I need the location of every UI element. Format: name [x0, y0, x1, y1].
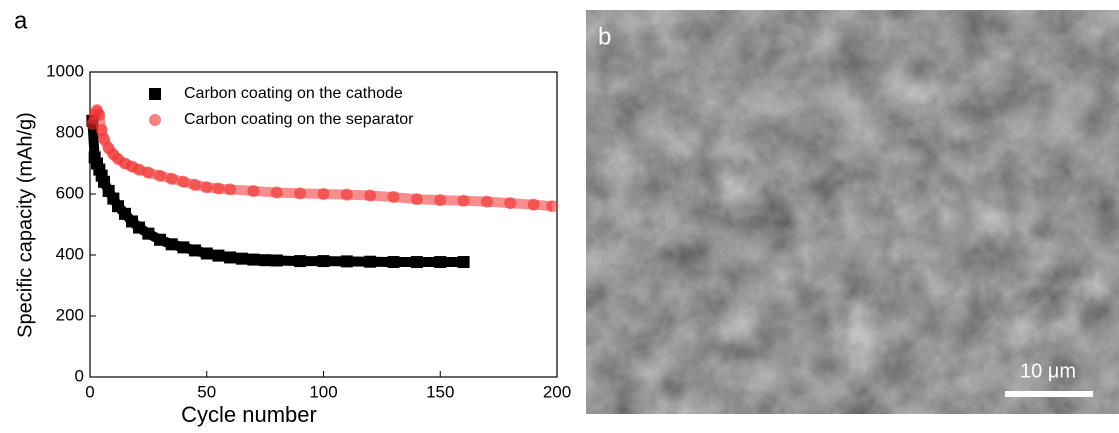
data-point	[235, 252, 248, 265]
data-point	[86, 117, 99, 130]
data-point	[133, 163, 146, 176]
legend-marker	[149, 88, 161, 100]
data-point	[98, 175, 111, 188]
data-point	[189, 244, 202, 257]
data-point	[457, 256, 470, 269]
data-point	[340, 188, 353, 201]
data-point	[98, 133, 111, 146]
image-label: b	[598, 23, 611, 50]
data-point	[270, 254, 283, 267]
x-tick-label: 0	[85, 382, 94, 401]
data-point	[294, 255, 307, 268]
data-point	[434, 256, 447, 269]
data-point	[93, 108, 106, 121]
scale-bar-label: 10 μm	[1020, 360, 1076, 382]
y-tick-label: 1000	[46, 61, 84, 80]
y-tick-label: 0	[75, 366, 84, 385]
data-point	[527, 198, 540, 211]
data-point	[224, 183, 237, 196]
data-point	[410, 193, 423, 206]
panel-label: a	[14, 7, 28, 34]
plot-area: 0 200 400 600 800 1000 0 50 100 150 200 Carbon coat…	[46, 61, 571, 401]
data-point	[212, 249, 225, 262]
data-point	[546, 200, 559, 213]
data-point	[247, 184, 260, 197]
x-tick-label: 200	[543, 382, 571, 401]
data-point	[165, 172, 178, 185]
x-tick-label: 150	[426, 382, 454, 401]
data-point	[480, 195, 493, 208]
data-point	[247, 253, 260, 266]
data-point	[224, 251, 237, 264]
data-point	[259, 254, 272, 267]
scale-bar	[1005, 391, 1093, 397]
x-tick-label: 100	[309, 382, 337, 401]
x-axis-title: Cycle number	[181, 402, 317, 427]
legend-label: Carbon coating on the separator	[184, 111, 414, 128]
data-point	[200, 247, 213, 260]
data-point	[364, 255, 377, 268]
data-point	[200, 181, 213, 194]
data-point	[387, 191, 400, 204]
data-point	[317, 188, 330, 200]
x-tick-label: 50	[197, 382, 216, 401]
data-point	[189, 178, 202, 191]
data-point	[364, 189, 377, 202]
data-point	[457, 194, 470, 207]
data-point	[294, 187, 307, 200]
y-tick-label: 600	[56, 183, 84, 202]
data-point	[434, 194, 447, 207]
data-point	[212, 182, 225, 195]
legend-label: Carbon coating on the cathode	[184, 85, 403, 102]
data-point	[154, 233, 167, 246]
data-point	[317, 255, 330, 268]
data-point	[95, 123, 108, 136]
data-point	[119, 207, 132, 220]
data-point	[410, 256, 423, 269]
y-axis-title: Specific capacity (mAh/g)	[14, 112, 36, 338]
y-tick-label: 200	[56, 305, 84, 324]
data-point	[142, 166, 155, 179]
data-point	[165, 238, 178, 251]
data-point	[504, 197, 517, 210]
data-point	[270, 186, 283, 199]
data-point	[142, 227, 155, 240]
data-point	[340, 255, 353, 268]
data-point	[177, 241, 190, 254]
y-tick-label: 800	[56, 122, 84, 141]
data-point	[133, 221, 146, 234]
data-point	[387, 256, 400, 269]
data-point	[154, 169, 167, 182]
data-point	[177, 175, 190, 188]
legend-marker	[149, 114, 161, 126]
sem-texture	[586, 10, 1119, 414]
y-tick-label: 400	[56, 244, 84, 263]
